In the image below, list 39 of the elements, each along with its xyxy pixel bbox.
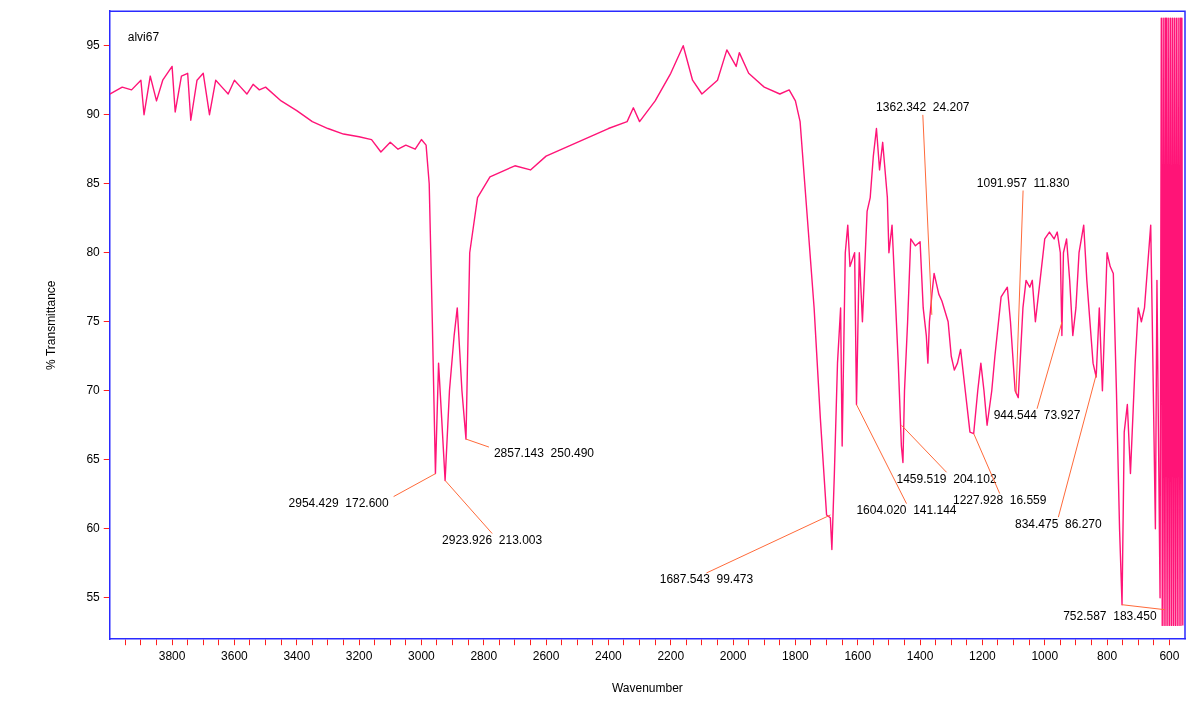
x-tick-label: 1200 xyxy=(969,648,997,663)
y-tick-label: 90 xyxy=(86,107,101,122)
annotation: 944.544 73.927 xyxy=(993,408,1081,423)
x-tick-label: 1400 xyxy=(906,648,934,663)
x-tick-label: 3400 xyxy=(283,648,311,663)
x-axis-title: Wavenumber xyxy=(611,681,683,696)
x-tick-label: 1600 xyxy=(844,648,872,663)
x-tick-label: 2400 xyxy=(595,648,623,663)
x-tick-label: 600 xyxy=(1159,648,1180,663)
annotation: 1362.342 24.207 xyxy=(876,100,970,115)
x-tick-label: 2000 xyxy=(719,648,747,663)
x-tick-label: 3600 xyxy=(221,648,249,663)
x-tick-label: 3000 xyxy=(408,648,436,663)
x-tick-label: 800 xyxy=(1097,648,1118,663)
annotation: 2954.429 172.600 xyxy=(288,495,389,510)
annotation: 2923.926 213.003 xyxy=(442,532,543,547)
annotation: 1459.519 204.102 xyxy=(896,471,997,486)
annotation: 752.587 183.450 xyxy=(1063,609,1157,624)
annotation: alvi67 xyxy=(127,29,160,44)
y-tick-label: 95 xyxy=(86,38,101,53)
x-tick-label: 1000 xyxy=(1031,648,1059,663)
x-tick-label: 3800 xyxy=(158,648,186,663)
annotation: 2857.143 250.490 xyxy=(493,446,595,461)
annotation: 1091.957 11.830 xyxy=(976,175,1070,190)
y-tick-label: 60 xyxy=(86,521,101,536)
x-tick-label: 2200 xyxy=(657,648,685,663)
y-axis-title: % Transmittance xyxy=(43,280,58,370)
annotation: 1687.543 99.473 xyxy=(659,572,754,587)
x-tick-label: 2800 xyxy=(470,648,498,663)
y-tick-label: 75 xyxy=(86,314,101,329)
x-tick-label: 1800 xyxy=(782,648,810,663)
x-tick-label: 2600 xyxy=(532,648,560,663)
annotation: 834.475 86.270 xyxy=(1014,516,1103,531)
y-tick-label: 70 xyxy=(86,383,101,398)
y-tick-label: 80 xyxy=(86,245,101,260)
y-tick-label: 85 xyxy=(86,176,101,191)
x-tick-label: 3200 xyxy=(345,648,373,663)
y-tick-label: 65 xyxy=(86,452,101,467)
y-tick-label: 55 xyxy=(86,590,101,605)
